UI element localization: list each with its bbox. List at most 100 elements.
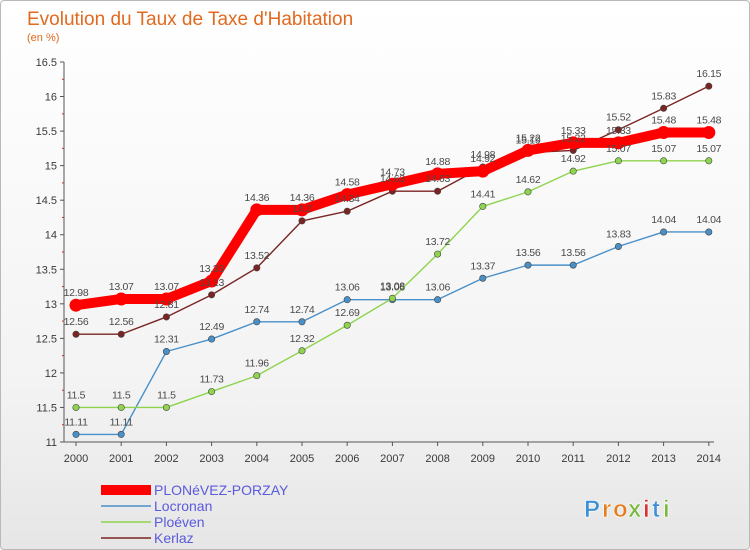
data-point xyxy=(614,242,622,250)
data-label: 13.52 xyxy=(244,250,269,262)
x-tick-label: 2006 xyxy=(335,453,359,465)
x-tick-label: 2004 xyxy=(245,453,269,465)
data-point xyxy=(162,403,170,411)
x-tick-label: 2001 xyxy=(109,453,133,465)
logo-letter: t xyxy=(652,496,660,523)
x-tick-label: 2007 xyxy=(380,453,404,465)
data-label: 15.48 xyxy=(696,114,721,126)
data-point xyxy=(569,261,577,269)
data-label: 13.06 xyxy=(425,282,450,294)
data-point xyxy=(660,157,668,165)
data-label: 12.98 xyxy=(64,287,89,299)
data-point xyxy=(114,292,128,306)
data-label: 15.33 xyxy=(561,125,586,137)
logo-letter: r xyxy=(602,496,611,523)
data-point xyxy=(524,261,532,269)
legend-label: Kerlaz xyxy=(154,530,194,546)
y-tick-label: 11.5 xyxy=(36,402,57,414)
x-tick-label: 2014 xyxy=(697,453,721,465)
legend-label: Ploéven xyxy=(154,514,205,530)
data-label: 14.92 xyxy=(470,153,495,165)
data-point xyxy=(705,228,713,236)
data-label: 12.56 xyxy=(109,316,134,328)
y-tick-label: 12.5 xyxy=(36,333,57,345)
data-label: 15.83 xyxy=(651,90,676,102)
logo-letter: x xyxy=(628,496,642,523)
data-point xyxy=(657,125,671,139)
data-point xyxy=(388,294,396,302)
data-point xyxy=(705,157,713,165)
data-point xyxy=(253,318,261,326)
data-label: 13.06 xyxy=(335,282,360,294)
data-point xyxy=(566,136,580,150)
data-labels: 12.98 13.07 13.07 13.33 14.36 14.36 14.58 14.73… xyxy=(64,68,722,428)
chart-subtitle: (en %) xyxy=(27,32,59,44)
x-tick-label: 2009 xyxy=(471,453,495,465)
logo-letter: P xyxy=(584,496,600,523)
data-point xyxy=(253,264,261,272)
data-point xyxy=(162,313,170,321)
data-label: 14.41 xyxy=(470,188,495,200)
data-point xyxy=(705,82,713,90)
data-point xyxy=(208,335,216,343)
data-label: 13.56 xyxy=(561,247,586,259)
data-label: 14.98 xyxy=(470,149,495,161)
data-point xyxy=(434,187,442,195)
logo-letter: i xyxy=(643,496,650,523)
logo-letter: o xyxy=(613,496,628,523)
data-label: 14.36 xyxy=(244,192,269,204)
data-point xyxy=(72,330,80,338)
data-label: 14.92 xyxy=(561,153,586,165)
data-label: 11.5 xyxy=(112,389,131,401)
y-tick-label: 12 xyxy=(45,368,57,380)
data-label: 14.63 xyxy=(425,173,450,185)
data-label: 13.33 xyxy=(199,263,224,275)
data-point xyxy=(72,430,80,438)
x-tick-label: 2013 xyxy=(651,453,675,465)
data-point xyxy=(569,167,577,175)
data-point xyxy=(343,321,351,329)
data-point xyxy=(117,403,125,411)
data-point xyxy=(162,347,170,355)
data-point xyxy=(343,296,351,304)
data-point xyxy=(702,125,716,139)
data-label: 11.5 xyxy=(67,389,86,401)
data-point xyxy=(298,347,306,355)
logo-letter: i xyxy=(663,496,670,523)
data-point xyxy=(434,296,442,304)
series-layer xyxy=(69,82,716,438)
y-tick-label: 14 xyxy=(45,230,57,242)
data-label: 13.06 xyxy=(380,282,405,294)
data-point xyxy=(208,388,216,396)
data-point xyxy=(660,228,668,236)
data-label: 14.73 xyxy=(380,166,405,178)
x-tick-label: 2010 xyxy=(516,453,540,465)
x-tick-label: 2012 xyxy=(606,453,630,465)
data-label: 14.63 xyxy=(380,173,405,185)
legend-label: PLONéVEZ-PORZAY xyxy=(154,482,289,498)
data-label: 12.49 xyxy=(199,321,224,333)
data-label: 12.56 xyxy=(64,316,89,328)
data-label: 15.07 xyxy=(696,143,721,155)
data-point xyxy=(476,164,490,178)
x-tick-label: 2011 xyxy=(561,453,585,465)
data-point xyxy=(660,104,668,112)
data-point xyxy=(69,298,83,312)
data-label: 14.34 xyxy=(335,193,360,205)
data-label: 15.52 xyxy=(606,112,631,124)
data-point xyxy=(298,217,306,225)
data-point xyxy=(343,207,351,215)
data-point xyxy=(253,372,261,380)
data-point xyxy=(431,167,445,181)
data-label: 12.74 xyxy=(290,304,315,316)
data-label: 15.22 xyxy=(516,132,541,144)
data-point xyxy=(298,318,306,326)
data-label: 13.56 xyxy=(516,247,541,259)
data-label: 14.36 xyxy=(290,192,315,204)
data-point xyxy=(205,274,219,288)
data-point xyxy=(117,430,125,438)
data-label: 14.04 xyxy=(696,214,721,226)
